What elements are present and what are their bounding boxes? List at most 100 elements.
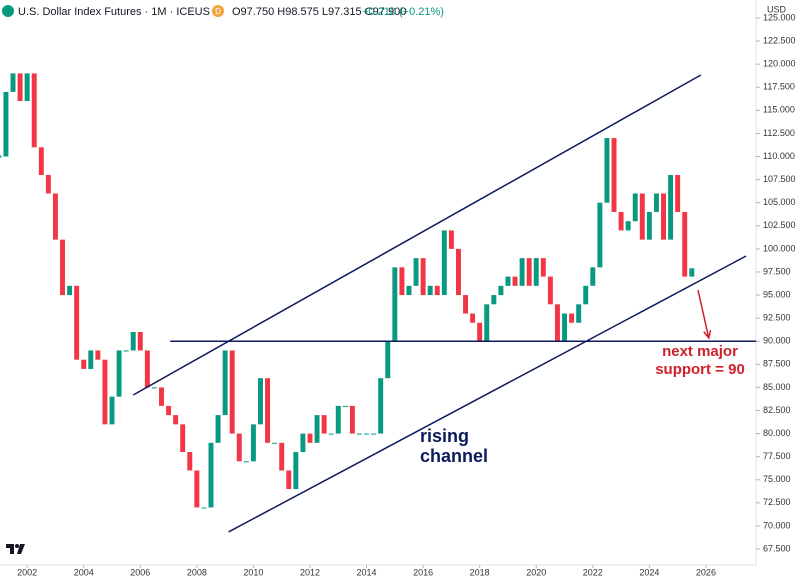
annotation: next major support = 90 <box>655 343 745 378</box>
ohlc: O97.750 H98.575 L97.315 C97.900 <box>232 6 406 18</box>
candle <box>10 73 16 92</box>
y-tick-label: 122.500 <box>763 35 796 45</box>
candle <box>293 452 299 489</box>
arrowhead <box>703 330 712 340</box>
x-tick-label: 2014 <box>357 567 377 577</box>
y-tick-label: 85.000 <box>763 382 791 392</box>
candle <box>272 442 278 444</box>
x-tick-label: 2008 <box>187 567 207 577</box>
candle <box>392 267 398 342</box>
y-tick-label: 87.500 <box>763 359 791 369</box>
x-tick-label: 2022 <box>583 567 603 577</box>
candle <box>60 239 65 296</box>
candle <box>102 359 108 425</box>
candle <box>364 433 370 435</box>
candle <box>455 248 461 296</box>
y-tick-label: 90.000 <box>763 336 791 346</box>
x-tick-label: 2004 <box>74 567 94 577</box>
y-tick-label: 95.000 <box>763 289 791 299</box>
candle <box>484 304 490 342</box>
x-tick-label: 2024 <box>639 567 659 577</box>
change: +0.210 (+0.21%) <box>362 6 444 18</box>
x-tick-label: 2006 <box>130 567 150 577</box>
y-tick-label: 125.000 <box>763 12 796 22</box>
candle <box>328 433 334 435</box>
candle <box>194 470 200 508</box>
candle <box>208 442 214 508</box>
candle <box>689 268 695 277</box>
candle <box>74 285 80 360</box>
candle <box>321 415 327 434</box>
candle <box>562 313 567 342</box>
candle <box>498 285 504 296</box>
candle <box>668 175 674 240</box>
y-tick-label: 105.000 <box>763 197 796 207</box>
x-tick-label: 2010 <box>243 567 263 577</box>
y-tick-label: 112.500 <box>763 128 795 138</box>
candle <box>554 304 560 342</box>
y-tick-label: 70.000 <box>763 520 791 530</box>
candle <box>441 230 447 296</box>
candle <box>590 267 596 286</box>
candle <box>45 175 51 194</box>
trendline <box>697 289 710 339</box>
candle <box>109 396 115 425</box>
candle <box>88 350 94 369</box>
candle <box>632 193 638 222</box>
candle <box>243 461 249 463</box>
candle <box>519 258 525 286</box>
candle <box>24 73 30 102</box>
candle <box>604 138 610 203</box>
x-tick-label: 2016 <box>413 567 433 577</box>
candle <box>67 285 73 296</box>
y-tick-label: 107.500 <box>763 174 796 184</box>
candle <box>3 91 9 157</box>
badge-icon <box>212 5 224 17</box>
candle <box>477 322 483 342</box>
candle <box>526 258 532 286</box>
candle <box>399 267 405 296</box>
candle <box>349 405 355 434</box>
candle <box>576 304 582 323</box>
symbol-title: U.S. Dollar Index Futures · 1M · ICEUS <box>18 6 210 18</box>
candle <box>491 295 497 305</box>
y-tick-label: 80.000 <box>763 428 791 438</box>
candle <box>258 378 263 425</box>
candle <box>540 258 546 277</box>
x-tick-label: 2018 <box>470 567 490 577</box>
y-tick-label: 102.500 <box>763 220 796 230</box>
candle <box>625 221 631 231</box>
candle <box>420 258 426 296</box>
candle <box>547 276 553 305</box>
candle <box>371 433 377 435</box>
y-tick-label: 77.500 <box>763 451 791 461</box>
candle <box>448 230 454 249</box>
x-tick-label: 2026 <box>696 567 716 577</box>
trendline <box>228 255 747 533</box>
candle <box>116 350 122 397</box>
candle <box>406 285 412 296</box>
candle <box>434 285 440 296</box>
candle <box>335 405 341 434</box>
candle <box>180 424 186 453</box>
candle <box>618 211 624 231</box>
annotation: rising channel <box>420 426 488 466</box>
candle <box>470 313 476 323</box>
candle <box>286 470 292 489</box>
candle <box>31 73 37 148</box>
candle <box>265 378 271 443</box>
candle <box>378 378 384 434</box>
symbol-icon <box>2 5 14 17</box>
x-tick-label: 2020 <box>526 567 546 577</box>
candle <box>357 433 362 435</box>
candle <box>38 147 44 176</box>
y-tick-label: 97.500 <box>763 266 791 276</box>
currency: USD <box>767 4 787 14</box>
candle <box>512 276 518 286</box>
candle <box>639 193 645 240</box>
candle <box>222 350 228 416</box>
candle <box>646 211 652 240</box>
candle <box>130 331 136 351</box>
y-tick-label: 110.000 <box>763 151 795 161</box>
